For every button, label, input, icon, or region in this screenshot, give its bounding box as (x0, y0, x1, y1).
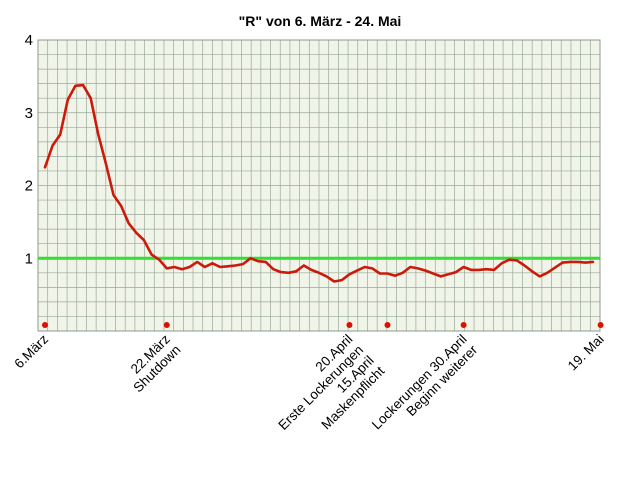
event-marker (42, 322, 48, 328)
data-point (257, 260, 260, 263)
data-point (203, 266, 206, 268)
event-marker (460, 322, 467, 328)
data-point (82, 84, 84, 87)
data-point (363, 266, 366, 268)
data-point (546, 271, 549, 274)
data-point (561, 261, 564, 264)
event-annotation-label: 19. Mai (565, 332, 607, 374)
data-point (340, 279, 343, 281)
event-marker (597, 322, 604, 328)
data-point (386, 272, 389, 275)
data-point (592, 260, 594, 263)
data-point (158, 258, 161, 261)
data-point (394, 274, 397, 277)
data-point (584, 261, 587, 264)
data-point (538, 275, 541, 278)
data-point (181, 268, 183, 271)
data-point (66, 98, 69, 101)
data-point (59, 133, 62, 136)
data-point (401, 271, 404, 274)
data-point (508, 258, 511, 261)
data-point (135, 231, 138, 234)
y-tick-label: 4 (25, 32, 33, 49)
data-point (424, 269, 427, 272)
data-point (120, 204, 123, 207)
data-point (417, 267, 419, 270)
data-point (127, 222, 130, 225)
event-annotation-label: Lockerungen 30.April (369, 332, 470, 433)
data-point (104, 162, 107, 165)
data-point (439, 275, 442, 278)
data-point (165, 267, 168, 270)
data-point (477, 268, 480, 271)
event-marker (384, 322, 391, 328)
data-point (226, 265, 229, 268)
data-point (554, 266, 556, 269)
data-point (523, 264, 526, 267)
data-point (432, 272, 435, 275)
data-point (470, 268, 473, 271)
chart-title: "R" von 6. März - 24. Mai (239, 13, 402, 29)
data-point (51, 144, 54, 147)
data-point (112, 194, 115, 196)
data-point (348, 273, 351, 276)
data-point (447, 273, 450, 276)
data-point (219, 266, 221, 268)
data-point (485, 268, 488, 271)
data-point (234, 264, 237, 267)
data-point (310, 268, 313, 271)
data-point (196, 260, 199, 263)
data-point (280, 271, 282, 273)
data-point (515, 259, 518, 262)
data-point (302, 264, 305, 267)
data-point (462, 266, 465, 268)
data-point (325, 275, 328, 278)
data-point (287, 271, 290, 274)
data-point (143, 239, 145, 241)
plot-border (37, 39, 601, 332)
data-point (74, 84, 77, 87)
data-point (455, 271, 457, 273)
data-point (295, 270, 298, 273)
data-point (188, 266, 191, 268)
data-point (576, 260, 579, 263)
data-point (211, 262, 214, 265)
data-point (89, 97, 92, 100)
data-point (318, 271, 320, 274)
event-marker (163, 322, 170, 328)
data-point (356, 269, 358, 272)
data-point (241, 263, 244, 265)
event-annotation-label: 6.März (11, 331, 51, 371)
y-tick-label: 3 (25, 105, 33, 122)
data-point (569, 260, 572, 263)
data-point (500, 262, 503, 265)
data-point (249, 257, 252, 260)
data-point (97, 133, 100, 136)
event-marker (346, 322, 353, 328)
data-point (173, 266, 176, 268)
data-point (531, 270, 534, 273)
data-point (44, 166, 46, 169)
data-point (333, 280, 336, 283)
data-point (493, 268, 495, 271)
data-point (371, 267, 374, 270)
data-point (272, 268, 275, 271)
data-point (409, 266, 412, 268)
y-tick-label: 2 (25, 178, 33, 195)
data-point (150, 253, 153, 256)
data-point (264, 260, 267, 263)
y-tick-label: 1 (25, 250, 33, 267)
data-point (378, 272, 381, 275)
